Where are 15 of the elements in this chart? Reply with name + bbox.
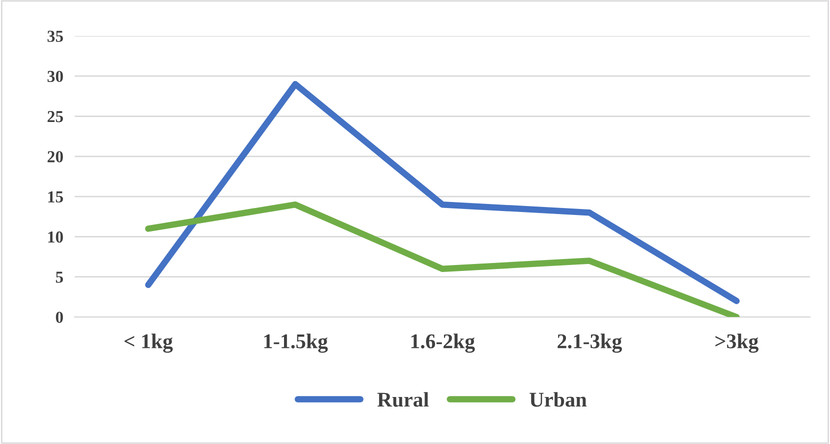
legend-label: Urban xyxy=(530,392,587,407)
y-tick-label: 5 xyxy=(56,272,63,283)
x-tick-label: 1.6-2kg xyxy=(411,334,475,353)
y-tick-label: 15 xyxy=(48,191,63,203)
x-tick-label: < 1kg xyxy=(124,334,173,353)
y-tick-label: 30 xyxy=(48,70,63,82)
x-tick-label: >3kg xyxy=(715,334,758,353)
y-tick-label: 10 xyxy=(48,231,63,243)
x-tick-label: 2.1-3kg xyxy=(558,334,622,353)
y-tick-label: 20 xyxy=(48,151,63,162)
legend-label: Rural xyxy=(377,392,429,407)
y-tick-label: 0 xyxy=(56,312,63,323)
y-tick-label: 35 xyxy=(48,30,63,42)
y-tick-label: 25 xyxy=(48,111,63,122)
x-tick-label: 1-1.5kg xyxy=(264,334,328,353)
